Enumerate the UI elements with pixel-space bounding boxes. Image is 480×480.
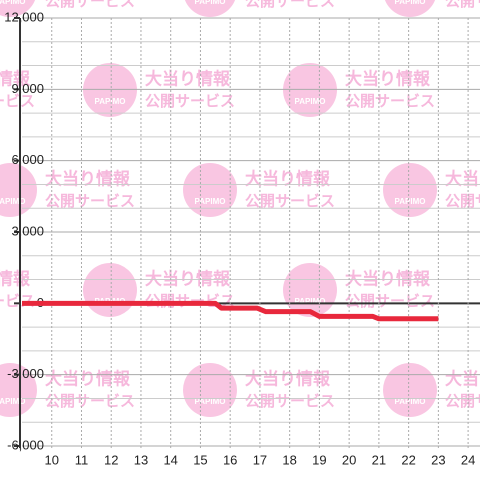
plot xyxy=(22,300,439,322)
watermark-logo-text: PAPIMO xyxy=(195,197,226,206)
x-tick-label: 19 xyxy=(312,452,326,467)
watermark-logo xyxy=(283,263,337,317)
watermark-text: 公開サービス xyxy=(445,0,480,10)
watermark-logo xyxy=(383,163,437,217)
watermark-text: 公開サービス xyxy=(245,193,335,210)
y-tick-label: -6,000 xyxy=(7,437,44,452)
watermark-logo xyxy=(83,63,137,117)
watermark-text: 公開サービス xyxy=(445,393,480,410)
x-tick-label: 21 xyxy=(372,452,386,467)
watermark-text: 大当り情報 xyxy=(345,68,431,88)
y-tick-label: 3,000 xyxy=(11,223,44,238)
watermark-text: 大当り情報 xyxy=(145,68,231,88)
x-tick-label: 20 xyxy=(342,452,356,467)
x-tick-label: 15 xyxy=(193,452,207,467)
watermark-logo-text: PAPIMO xyxy=(0,397,25,406)
watermark-text: 公開サービス xyxy=(45,0,135,10)
watermark-logo xyxy=(384,0,436,17)
data-line xyxy=(22,300,439,322)
y-tick-label: 9,000 xyxy=(11,81,44,96)
watermark-text: 大当り情報 xyxy=(145,268,231,288)
watermark-text: 公開サービス xyxy=(445,193,480,210)
watermark-text: 大当り情報 xyxy=(0,268,31,288)
watermark-logo xyxy=(383,363,437,417)
watermark-logo-text: PAPIMO xyxy=(195,0,226,6)
watermark-logo xyxy=(0,363,37,417)
watermark-logo-text: PAPIMO xyxy=(395,397,426,406)
watermark-logo xyxy=(184,0,236,17)
watermark-text: 公開サービス xyxy=(345,93,435,110)
y-tick-label: 12,000 xyxy=(4,9,44,24)
x-tick-label: 16 xyxy=(223,452,237,467)
x-tick-label: 10 xyxy=(45,452,59,467)
watermark-text: 公開サービス xyxy=(345,293,435,310)
watermark-logo-text: PAPIMO xyxy=(0,197,25,206)
x-tick-label: 14 xyxy=(163,452,177,467)
watermark-logo-text: PAPIMO xyxy=(195,397,226,406)
y-tick-label: 6,000 xyxy=(11,152,44,167)
x-tick-label: 17 xyxy=(253,452,267,467)
watermark-text: 大当り情報 xyxy=(345,268,431,288)
watermark-text: 公開サービス xyxy=(245,0,335,10)
watermark-text: 公開サービス xyxy=(0,93,35,110)
watermark-text: 公開サービス xyxy=(45,393,135,410)
x-tick-label: 23 xyxy=(431,452,445,467)
watermark-logo-text: PAPIMO xyxy=(0,0,25,6)
watermark-text: 公開サービス xyxy=(45,193,135,210)
watermark-logo xyxy=(83,263,137,317)
watermark-text: 公開サービス xyxy=(145,93,235,110)
watermark-logo-text: PAPIMO xyxy=(95,97,126,106)
watermark-text: 大当り情報 xyxy=(245,368,331,388)
x-tick-label: 11 xyxy=(75,452,89,467)
watermark-text: 大当り情報 xyxy=(445,168,480,188)
watermark-logo xyxy=(0,163,37,217)
watermark-text: 大当り情報 xyxy=(245,168,331,188)
watermark-logo xyxy=(183,163,237,217)
x-tick-label: 18 xyxy=(282,452,296,467)
y-tick-label: -3,000 xyxy=(7,366,44,381)
watermark-logo xyxy=(283,63,337,117)
watermark-logo xyxy=(0,0,36,17)
x-tick-label: 12 xyxy=(104,452,118,467)
watermark-logo xyxy=(183,363,237,417)
watermark-text: 大当り情報 xyxy=(445,368,480,388)
watermark-logo-text: PAPIMO xyxy=(295,97,326,106)
watermark-text: 大当り情報 xyxy=(0,68,31,88)
watermark-text: 公開サービス xyxy=(245,393,335,410)
x-tick-label: 24 xyxy=(461,452,475,467)
x-tick-label: 13 xyxy=(134,452,148,467)
watermark-logo-text: PAPIMO xyxy=(295,297,326,306)
x-tick-label: 22 xyxy=(401,452,415,467)
watermark-text: 大当り情報 xyxy=(45,168,131,188)
watermark-logo-text: PAPIMO xyxy=(395,0,426,6)
watermark-logo-text: PAPIMO xyxy=(395,197,426,206)
watermark-text: 大当り情報 xyxy=(45,368,131,388)
